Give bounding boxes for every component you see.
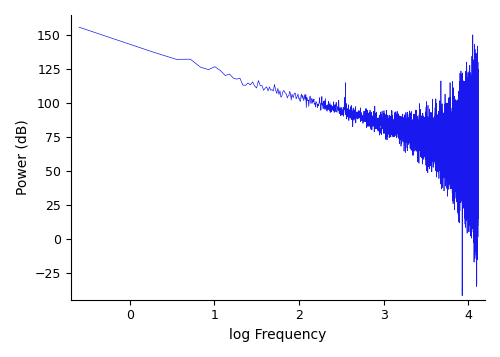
X-axis label: log Frequency: log Frequency [229, 328, 326, 342]
Y-axis label: Power (dB): Power (dB) [15, 120, 29, 195]
